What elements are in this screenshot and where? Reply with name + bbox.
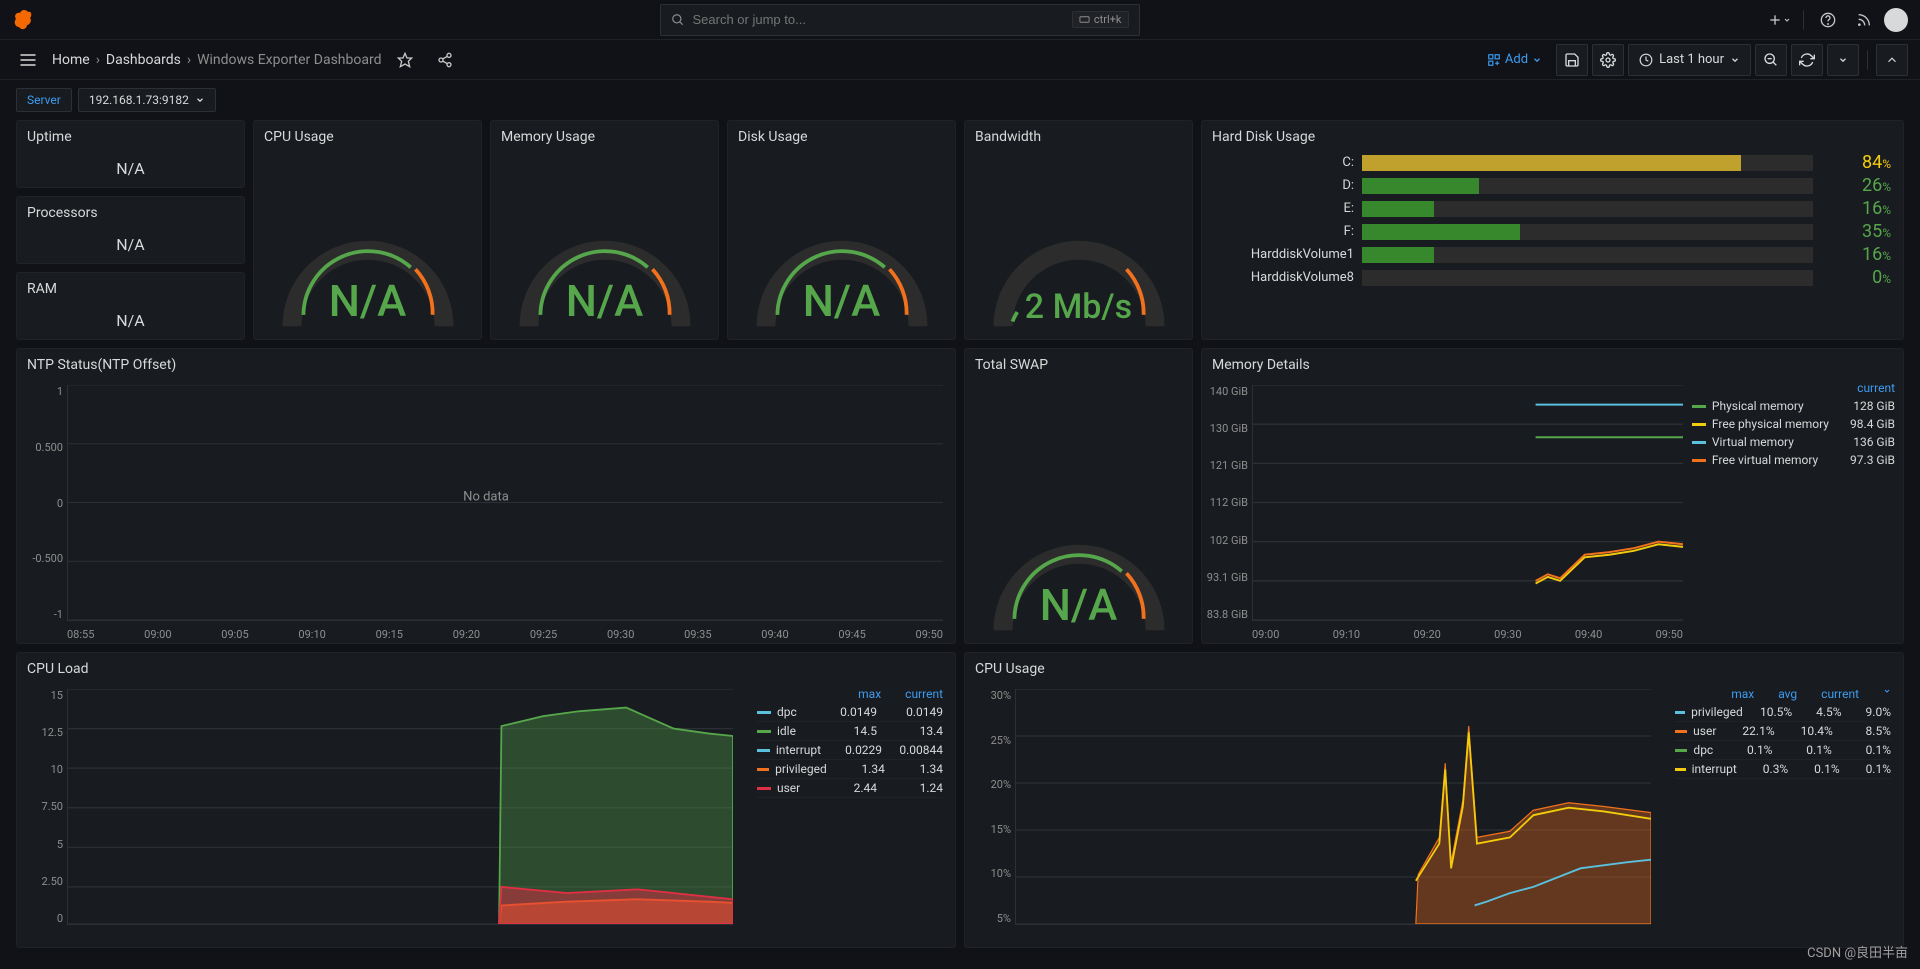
panel-title: Memory Usage [491,121,718,149]
grafana-logo[interactable] [12,8,36,32]
panel-ntp[interactable]: NTP Status(NTP Offset) 10.5000-0.500-1 N… [16,348,956,644]
x-axis-labels: 08:5509:0009:0509:1009:1509:2009:2509:30… [67,628,943,641]
add-menu-icon[interactable] [1763,4,1795,36]
panel-title: Memory Details [1202,349,1903,377]
kbd-hint: ctrl+k [1072,11,1129,28]
panel-title: Uptime [17,121,244,149]
harddisk-row: HarddiskVolume8 0% [1202,266,1903,289]
no-data-text: No data [463,489,509,504]
clock-icon [1639,53,1653,67]
panel-cpu-gauge[interactable]: CPU Usage N/A [253,120,482,340]
help-icon[interactable] [1812,4,1844,36]
breadcrumb: Home › Dashboards › Windows Exporter Das… [52,52,381,68]
panel-ram[interactable]: RAM N/A [16,272,245,340]
panel-title: CPU Usage [254,121,481,149]
stat-value: N/A [116,311,144,330]
divider [1867,50,1868,70]
news-icon[interactable] [1848,4,1880,36]
refresh-button[interactable] [1791,44,1823,76]
breadcrumb-home[interactable]: Home [52,52,90,68]
panel-title: NTP Status(NTP Offset) [17,349,955,377]
harddisk-row: E: 16% [1202,197,1903,220]
panel-title: CPU Load [17,653,955,681]
gauge-value: N/A [803,275,881,327]
panel-bandwidth-gauge[interactable]: Bandwidth 2 Mb/s [964,120,1193,340]
legend: max current dpc0.01490.0149idle14.513.4i… [745,681,955,947]
zoom-out-button[interactable] [1755,44,1787,76]
stat-value: N/A [116,159,144,178]
chevron-down-icon [1883,687,1891,695]
chevron-down-icon [1730,55,1740,65]
add-panel-icon [1487,53,1501,67]
var-server-select[interactable]: 192.168.1.73:9182 [78,88,216,112]
divider [1803,10,1804,30]
settings-button[interactable] [1592,44,1624,76]
gauge-value: N/A [329,275,407,327]
panel-title: Hard Disk Usage [1202,121,1903,149]
share-icon[interactable] [429,44,461,76]
panel-title: Disk Usage [728,121,955,149]
harddisk-row: D: 26% [1202,174,1903,197]
save-button[interactable] [1556,44,1588,76]
var-server-label: Server [16,88,72,112]
star-icon[interactable] [389,44,421,76]
menu-toggle-icon[interactable] [12,44,44,76]
panel-disk-gauge[interactable]: Disk Usage N/A [727,120,956,340]
y-axis-labels: 1512.5107.5052.500 [17,689,63,925]
search-icon [671,13,685,27]
breadcrumb-dashboards[interactable]: Dashboards [106,52,181,68]
panel-cpu-usage[interactable]: CPU Usage 30%25%20%15%10%5% max avg [964,652,1904,948]
stat-value: N/A [116,235,144,254]
chevron-right-icon: › [96,52,100,68]
gauge-value: N/A [1040,579,1118,631]
chevron-right-icon: › [187,52,191,68]
time-range-button[interactable]: Last 1 hour [1628,44,1751,76]
refresh-interval-button[interactable] [1827,44,1859,76]
x-axis-labels: 09:0009:1009:2009:3009:4009:50 [1252,628,1683,641]
legend: max avg current privileged10.5%4.5%9.0%u… [1663,681,1903,947]
chart-grid [67,689,733,925]
panel-swap-gauge[interactable]: Total SWAP N/A [964,348,1193,644]
panel-title: Bandwidth [965,121,1192,149]
breadcrumb-current: Windows Exporter Dashboard [197,52,381,68]
chevron-down-icon [1532,55,1542,65]
avatar[interactable] [1884,8,1908,32]
y-axis-labels: 10.5000-0.500-1 [17,385,63,621]
panel-memory-details[interactable]: Memory Details 140 GiB130 GiB121 GiB112 … [1201,348,1904,644]
panel-uptime[interactable]: Uptime N/A [16,120,245,188]
gauge-value: 2 Mb/s [1025,287,1132,327]
add-button[interactable]: Add [1477,44,1552,76]
chevron-down-icon [195,95,205,105]
chart-grid [1252,385,1683,621]
panel-cpu-load[interactable]: CPU Load 1512.5107.5052.500 max current [16,652,956,948]
y-axis-labels: 140 GiB130 GiB121 GiB112 GiB102 GiB93.1 … [1202,385,1248,621]
chart-grid [1015,689,1651,925]
panel-title: Processors [17,197,244,225]
panel-processors[interactable]: Processors N/A [16,196,245,264]
watermark: CSDN @良田半亩 [1807,942,1908,961]
harddisk-row: F: 35% [1202,220,1903,243]
panel-memory-gauge[interactable]: Memory Usage N/A [490,120,719,340]
harddisk-row: HarddiskVolume1 16% [1202,243,1903,266]
panel-title: RAM [17,273,244,301]
panel-harddisk[interactable]: Hard Disk Usage C: 84%D: 26%E: 16%F: 35%… [1201,120,1904,340]
search-input-wrap[interactable]: ctrl+k [660,4,1140,36]
collapse-button[interactable] [1876,44,1908,76]
search-input[interactable] [693,12,1064,27]
legend: current Physical memory128 GiBFree physi… [1692,381,1895,469]
harddisk-row: C: 84% [1202,151,1903,174]
panel-title: CPU Usage [965,653,1903,681]
gauge-value: N/A [566,275,644,327]
panel-title: Total SWAP [965,349,1192,377]
y-axis-labels: 30%25%20%15%10%5% [965,689,1011,925]
